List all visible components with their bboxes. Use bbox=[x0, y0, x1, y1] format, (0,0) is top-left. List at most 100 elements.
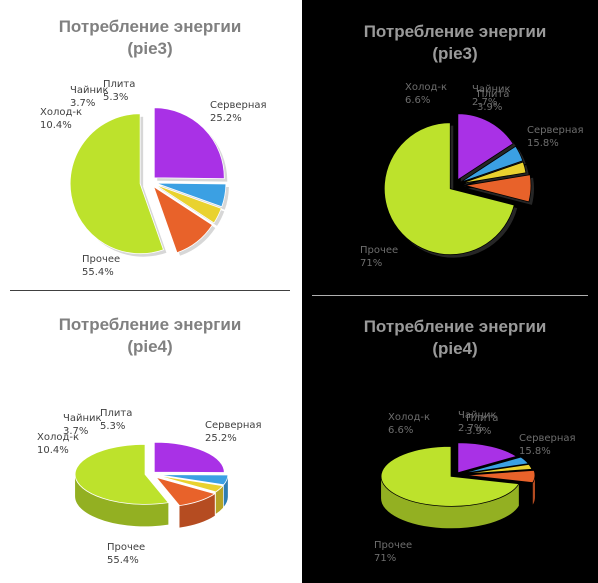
slice-label-name: Прочее bbox=[82, 254, 120, 265]
slice-label-value: 25.2% bbox=[210, 113, 242, 124]
slice-label-value: 2.7% bbox=[458, 423, 483, 434]
slice-label: Прочее 71% bbox=[360, 245, 398, 269]
pie-chart-pie3-dark: Потребление энергии (pie3) Серверная 15.8% П… bbox=[360, 22, 584, 269]
slice-label-name: Серверная bbox=[210, 100, 267, 111]
pie-slice bbox=[157, 474, 229, 486]
pie-slice-side bbox=[223, 474, 228, 507]
slice-label-value: 3.9% bbox=[477, 102, 502, 113]
chart-title: Потребление энергии bbox=[364, 22, 547, 41]
slice-label: Серверная 25.2% bbox=[210, 100, 267, 124]
chart-panel-pie3-dark: Потребление энергии (pie3) Серверная 15.8% П… bbox=[302, 0, 598, 292]
slice-label-value: 71% bbox=[360, 258, 382, 269]
slice-label-value: 10.4% bbox=[40, 120, 72, 131]
separator-line bbox=[10, 290, 290, 291]
pie-chart-pie4-dark: Потребление энергии (pie4) Серверная 15.8% П… bbox=[364, 317, 576, 564]
slice-label-value: 6.6% bbox=[388, 425, 413, 436]
slice-label-value: 5.3% bbox=[100, 421, 125, 432]
pie-slice bbox=[464, 174, 532, 203]
pie-slice-side bbox=[215, 485, 224, 514]
slice-label: Чайник 3.7% bbox=[63, 413, 102, 437]
chart-panel-pie3-light: Потребление энергии (pie3) Серверная 25.2% П… bbox=[0, 0, 300, 290]
pie-slice-side bbox=[381, 476, 519, 529]
slice-label-name: Чайник bbox=[63, 413, 102, 424]
pie-slice-side bbox=[532, 475, 535, 505]
slice-label: Плита 3.9% bbox=[466, 413, 498, 437]
pie-slice bbox=[155, 184, 222, 224]
slice-label-value: 55.4% bbox=[107, 555, 139, 566]
slice-label: Холод-к 10.4% bbox=[40, 107, 82, 131]
chart-panel-pie4-dark: Потребление энергии (pie4) Серверная 15.8% П… bbox=[302, 292, 598, 583]
slice-label: Прочее 55.4% bbox=[82, 254, 120, 278]
slice-label: Прочее 71% bbox=[374, 540, 412, 564]
slice-label: Холод-к 10.4% bbox=[37, 432, 79, 456]
pie-slice bbox=[380, 445, 520, 507]
slice-label-value: 2.7% bbox=[472, 97, 497, 108]
chart-title: Потребление энергии bbox=[59, 315, 242, 334]
chart-panel-pie4-light: Потребление энергии (pie4) Серверная 25.2% П… bbox=[0, 292, 300, 583]
chart-title: Потребление энергии bbox=[364, 317, 547, 336]
slice-label: Чайник 3.7% bbox=[70, 85, 109, 109]
chart-subtitle: (pie3) bbox=[127, 39, 172, 58]
chart-subtitle: (pie3) bbox=[432, 44, 477, 63]
pie-slice bbox=[152, 185, 213, 254]
separator-line bbox=[312, 295, 588, 296]
chart-title: Потребление энергии bbox=[59, 17, 242, 36]
slice-label: Холод-к 6.6% bbox=[388, 412, 430, 436]
pie-slices bbox=[380, 442, 536, 529]
pie-slice-side bbox=[75, 474, 169, 527]
slice-label-name: Серверная bbox=[527, 125, 584, 136]
pie-slice bbox=[383, 122, 515, 256]
slice-label-name: Плита bbox=[103, 79, 135, 90]
slice-label-value: 15.8% bbox=[519, 446, 551, 457]
slice-label-name: Плита bbox=[466, 413, 498, 424]
pie-slice bbox=[74, 443, 170, 505]
slice-label-name: Холод-к bbox=[388, 412, 430, 423]
slice-label-name: Прочее bbox=[374, 540, 412, 551]
pie-slice bbox=[462, 456, 530, 474]
pie-slice bbox=[457, 442, 518, 474]
slice-label: Чайник 2.7% bbox=[458, 410, 497, 434]
pie-slice bbox=[153, 107, 225, 180]
pie-slice bbox=[155, 476, 216, 507]
slice-label-name: Плита bbox=[477, 89, 509, 100]
slice-label-value: 3.9% bbox=[466, 426, 491, 437]
pie-slices bbox=[74, 441, 229, 528]
slice-label-name: Чайник bbox=[458, 410, 497, 421]
slice-label-value: 5.3% bbox=[103, 92, 128, 103]
pie-slice bbox=[460, 161, 527, 184]
chart-subtitle: (pie4) bbox=[432, 339, 477, 358]
slice-label-name: Холод-к bbox=[40, 107, 82, 118]
slice-label-name: Холод-к bbox=[37, 432, 79, 443]
slice-label: Прочее 55.4% bbox=[107, 542, 145, 566]
slice-label-value: 10.4% bbox=[37, 445, 69, 456]
pie-slice bbox=[157, 475, 224, 493]
slice-label-value: 55.4% bbox=[82, 267, 114, 278]
slice-label-value: 6.6% bbox=[405, 95, 430, 106]
pie-slice bbox=[69, 113, 164, 255]
slice-label-name: Чайник bbox=[70, 85, 109, 96]
slice-label: Серверная 15.8% bbox=[519, 433, 576, 457]
pie-slices bbox=[383, 113, 534, 258]
pie-slices bbox=[69, 107, 229, 257]
pie-slice-side bbox=[179, 493, 215, 528]
slice-label: Серверная 25.2% bbox=[205, 420, 262, 444]
pie-slice bbox=[460, 145, 524, 183]
slice-label-name: Прочее bbox=[107, 542, 145, 553]
slice-label-name: Прочее bbox=[360, 245, 398, 256]
slice-label-name: Серверная bbox=[205, 420, 262, 431]
chart-subtitle: (pie4) bbox=[127, 337, 172, 356]
slice-label-name: Чайник bbox=[472, 84, 511, 95]
pie-slice bbox=[462, 463, 533, 475]
slice-label-name: Серверная bbox=[519, 433, 576, 444]
slice-label-value: 15.8% bbox=[527, 138, 559, 149]
pie-slice bbox=[457, 113, 514, 181]
slice-label-value: 25.2% bbox=[205, 433, 237, 444]
slice-label-value: 71% bbox=[374, 553, 396, 564]
slice-label: Серверная 15.8% bbox=[527, 125, 584, 149]
slice-label: Плита 5.3% bbox=[100, 408, 132, 432]
pie-slice bbox=[155, 182, 227, 208]
slice-label-value: 3.7% bbox=[63, 426, 88, 437]
pie-slice bbox=[464, 469, 536, 484]
pie-chart-pie3-light: Потребление энергии (pie3) Серверная 25.2% П… bbox=[40, 17, 267, 278]
slice-label: Чайник 2.7% bbox=[472, 84, 511, 108]
